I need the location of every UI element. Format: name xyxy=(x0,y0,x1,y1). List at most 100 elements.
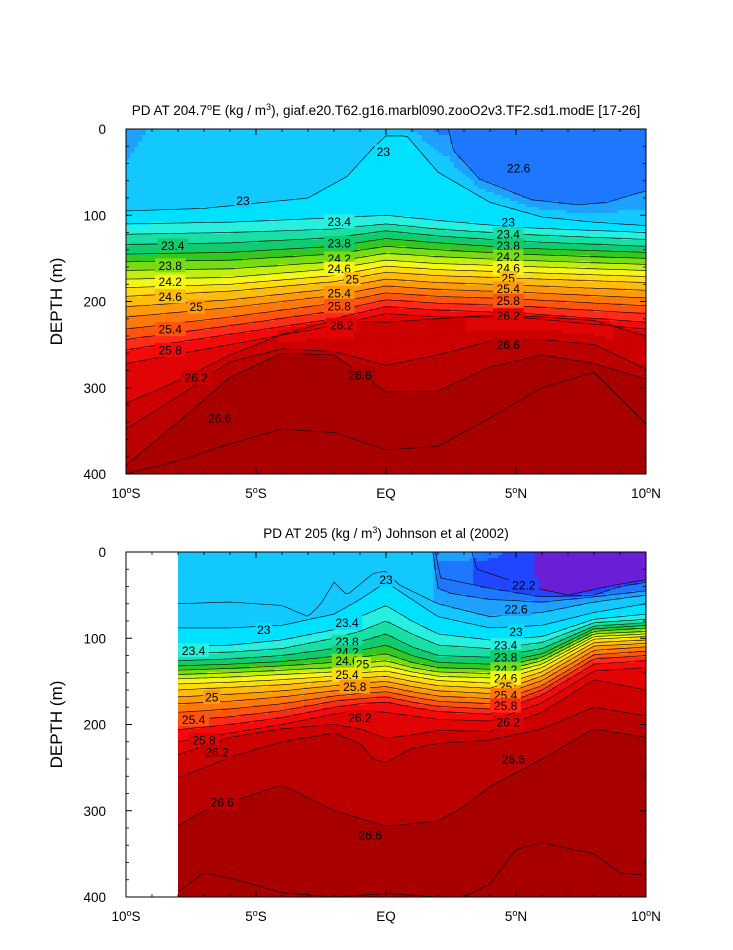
fill-cell xyxy=(138,234,143,238)
fill-cell xyxy=(154,129,159,133)
fill-cell xyxy=(126,375,131,379)
fill-cell xyxy=(142,207,147,211)
fill-cell xyxy=(150,210,155,214)
fill-cell xyxy=(170,255,175,259)
fill-cell xyxy=(138,414,143,418)
fill-cell xyxy=(130,351,135,355)
fill-cell xyxy=(134,297,139,301)
fill-cell xyxy=(166,417,171,421)
fill-cell xyxy=(150,396,155,400)
fill-cell xyxy=(126,417,131,421)
fill-cell xyxy=(142,372,147,376)
fill-cell xyxy=(142,144,147,148)
fill-cell xyxy=(166,303,171,307)
fill-cell xyxy=(130,441,135,445)
fill-cell xyxy=(158,183,163,187)
fill-cell xyxy=(146,426,151,430)
fill-cell xyxy=(158,204,163,208)
fill-cell xyxy=(150,387,155,391)
fill-cell xyxy=(162,336,167,340)
fill-cell xyxy=(154,309,159,313)
fill-cell xyxy=(126,378,131,382)
fill-cell xyxy=(130,273,135,277)
fill-cell xyxy=(146,222,151,226)
fill-cell xyxy=(130,138,135,142)
fill-cell xyxy=(138,324,143,328)
fill-cell xyxy=(158,390,163,394)
fill-cell xyxy=(170,147,175,151)
fill-cell xyxy=(138,417,143,421)
fill-cell xyxy=(154,144,159,148)
fill-cell xyxy=(154,204,159,208)
fill-cell xyxy=(138,288,143,292)
fill-cell xyxy=(166,135,171,139)
fill-cell xyxy=(134,237,139,241)
fill-cell xyxy=(146,201,151,205)
fill-cell xyxy=(134,138,139,142)
fill-cell xyxy=(166,318,171,322)
fill-cell xyxy=(162,438,167,442)
fill-cell xyxy=(142,348,147,352)
fill-cell xyxy=(146,453,151,457)
fill-cell xyxy=(130,297,135,301)
fill-cell xyxy=(162,315,167,319)
fill-cell xyxy=(150,141,155,145)
fill-cell xyxy=(146,372,151,376)
fill-cell xyxy=(142,135,147,139)
fill-cell xyxy=(174,129,179,133)
fill-cell xyxy=(150,468,155,472)
fill-cell xyxy=(126,264,131,268)
fill-cell xyxy=(170,207,175,211)
fill-cell xyxy=(130,270,135,274)
fill-cell xyxy=(166,156,171,160)
fill-cell xyxy=(142,309,147,313)
fill-cell xyxy=(158,171,163,175)
fill-cell xyxy=(130,147,135,151)
fill-cell xyxy=(130,333,135,337)
fill-cell xyxy=(138,147,143,151)
fill-cell xyxy=(170,426,175,430)
fill-cell xyxy=(146,138,151,142)
fill-cell xyxy=(166,465,171,469)
fill-cell xyxy=(142,351,147,355)
fill-cell xyxy=(158,420,163,424)
fill-cell xyxy=(142,201,147,205)
fill-cell xyxy=(146,342,151,346)
fill-cell xyxy=(138,363,143,367)
fill-cell xyxy=(174,174,179,178)
fill-cell xyxy=(138,258,143,262)
fill-cell xyxy=(126,459,131,463)
fill-cell xyxy=(170,396,175,400)
fill-cell xyxy=(150,372,155,376)
fill-cell xyxy=(150,306,155,310)
fill-cell xyxy=(146,414,151,418)
fill-cell xyxy=(162,159,167,163)
fill-cell xyxy=(154,459,159,463)
fill-cell xyxy=(166,141,171,145)
fill-cell xyxy=(146,264,151,268)
fill-cell xyxy=(138,303,143,307)
fill-cell xyxy=(134,342,139,346)
fill-cell xyxy=(138,468,143,472)
fill-cell xyxy=(138,426,143,430)
fill-cell xyxy=(166,462,171,466)
fill-cell xyxy=(158,399,163,403)
fill-cell xyxy=(166,306,171,310)
fill-cell xyxy=(150,342,155,346)
fill-cell xyxy=(154,186,159,190)
fill-cell xyxy=(134,258,139,262)
fill-cell xyxy=(138,378,143,382)
fill-cell xyxy=(138,171,143,175)
fill-cell xyxy=(130,426,135,430)
fill-cell xyxy=(170,405,175,409)
fill-cell xyxy=(142,396,147,400)
fill-cell xyxy=(138,144,143,148)
fill-cell xyxy=(174,201,179,205)
fill-cell xyxy=(158,186,163,190)
fill-cell xyxy=(146,234,151,238)
fill-cell xyxy=(170,417,175,421)
fill-cell xyxy=(130,180,135,184)
fill-cell xyxy=(138,423,143,427)
fill-cell xyxy=(142,417,147,421)
fill-cell xyxy=(130,228,135,232)
